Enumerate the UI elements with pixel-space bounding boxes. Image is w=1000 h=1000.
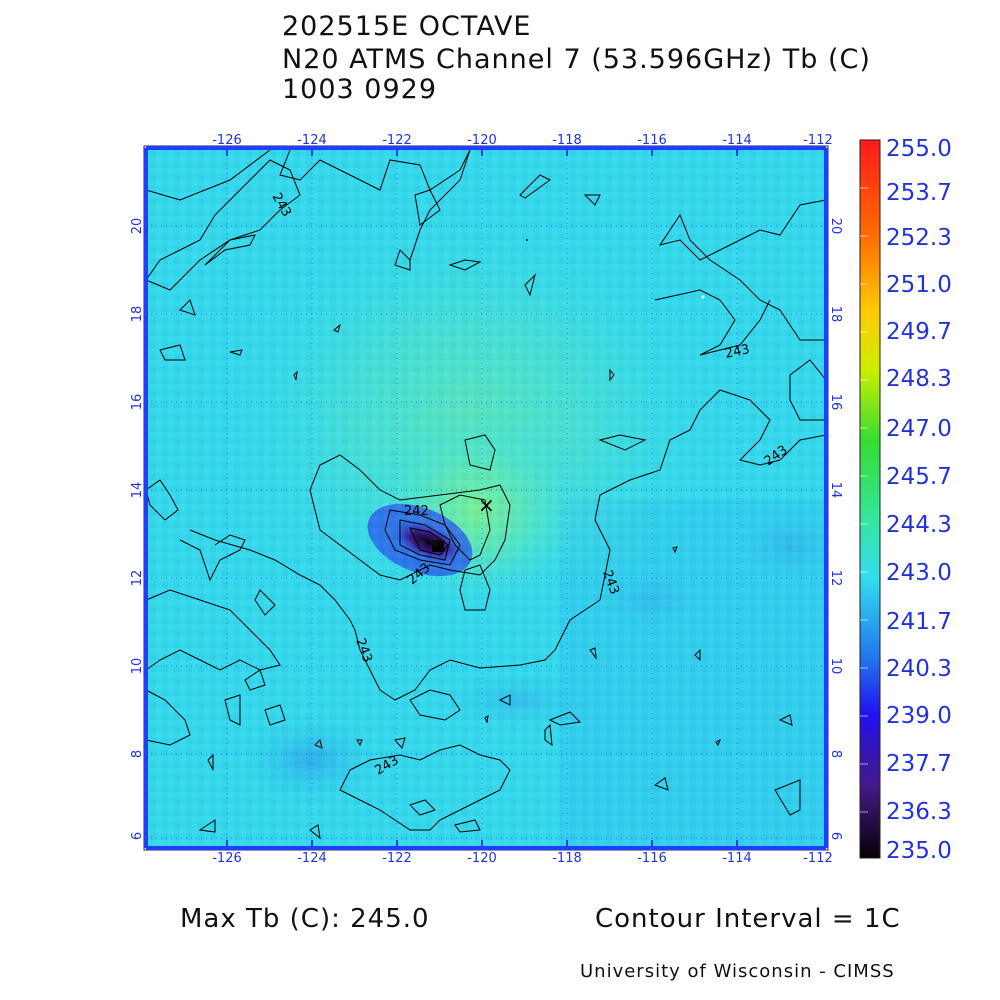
- lat-tick-label: 6: [828, 832, 843, 840]
- lon-tick-label: -116: [637, 851, 667, 866]
- colorbar-label: 237.7: [886, 751, 952, 777]
- lat-tick-label: 12: [828, 570, 843, 587]
- contour-interval-readout: Contour Interval = 1C: [595, 904, 901, 934]
- colorbar-label: 249.7: [886, 319, 952, 345]
- lat-tick-label: 8: [828, 750, 843, 758]
- map-plot-area: 243 243 243 242 243 243 243 243 ×: [146, 148, 826, 848]
- contour-label: 242: [404, 504, 429, 519]
- lon-tick-label: -118: [552, 851, 582, 866]
- colorbar-label: 243.0: [886, 560, 952, 586]
- lon-tick-label: -122: [382, 133, 412, 148]
- lon-tick-label: -126: [212, 133, 242, 148]
- lat-tick-label: 12: [130, 570, 145, 587]
- point-marker: [701, 295, 705, 299]
- colorbar-label: 248.3: [886, 366, 952, 392]
- colorbar-label: 251.0: [886, 272, 952, 298]
- lon-tick-label: -114: [722, 133, 752, 148]
- lon-labels-top: -126 -124 -122 -120 -118 -116 -114 -112: [212, 133, 833, 148]
- credit-text: University of Wisconsin - CIMSS: [580, 961, 895, 982]
- lon-tick-label: -120: [467, 851, 497, 866]
- colorbar-label: 236.3: [886, 799, 952, 825]
- point-marker: [526, 239, 528, 241]
- lon-tick-label: -124: [297, 133, 327, 148]
- colorbar-label: 244.3: [886, 512, 952, 538]
- lat-tick-label: 18: [828, 306, 843, 323]
- lat-tick-label: 16: [828, 394, 843, 411]
- frame-ticks: [226, 148, 738, 848]
- lat-tick-label: 20: [130, 218, 145, 235]
- lon-tick-label: -126: [212, 851, 242, 866]
- colorbar-label: 253.7: [886, 180, 952, 206]
- lon-tick-label: -124: [297, 851, 327, 866]
- lat-tick-label: 8: [130, 750, 145, 758]
- lon-tick-label: -122: [382, 851, 412, 866]
- lon-labels-bottom: -126 -124 -122 -120 -118 -116 -114 -112: [212, 851, 833, 866]
- lon-tick-label: -112: [803, 851, 833, 866]
- lon-tick-label: -118: [552, 133, 582, 148]
- colorbar-gradient: [859, 139, 881, 859]
- lon-tick-label: -112: [803, 133, 833, 148]
- contour-label: 243: [724, 342, 751, 362]
- lat-tick-label: 10: [828, 658, 843, 675]
- lon-tick-label: -114: [722, 851, 752, 866]
- colorbar-label: 239.0: [886, 703, 952, 729]
- lon-tick-label: -120: [467, 133, 497, 148]
- colorbar-label: 247.0: [886, 416, 952, 442]
- colorbar: 255.0 253.7 252.3 251.0 249.7 248.3 247.…: [859, 136, 952, 864]
- contour-lines: [146, 149, 826, 840]
- colorbar-label: 252.3: [886, 225, 952, 251]
- storm-center-marker: ×: [478, 493, 495, 517]
- colorbar-label: 235.0: [886, 838, 952, 864]
- lat-labels-left: 20 18 16 14 12 10 8 6: [130, 218, 145, 840]
- max-tb-readout: Max Tb (C): 245.0: [180, 904, 430, 934]
- title-datetime: 1003 0929: [282, 74, 438, 105]
- colorbar-label: 241.7: [886, 609, 952, 635]
- lat-tick-label: 20: [828, 218, 843, 235]
- title-sensor-channel: N20 ATMS Channel 7 (53.596GHz) Tb (C): [282, 44, 871, 75]
- lat-tick-label: 16: [130, 394, 145, 411]
- title-storm-name: 202515E OCTAVE: [282, 11, 532, 42]
- colorbar-label: 255.0: [886, 136, 952, 162]
- lat-tick-label: 14: [130, 482, 145, 499]
- colorbar-label: 245.7: [886, 464, 952, 490]
- lat-tick-label: 10: [130, 658, 145, 675]
- colorbar-label: 240.3: [886, 656, 952, 682]
- lat-labels-right: 20 18 16 14 12 10 8 6: [828, 218, 843, 840]
- lat-tick-label: 6: [130, 832, 145, 840]
- pixel-texture: [146, 148, 826, 848]
- lat-tick-label: 18: [130, 306, 145, 323]
- colorbar-ticks: [860, 187, 868, 813]
- lat-tick-label: 14: [828, 482, 843, 499]
- lon-tick-label: -116: [637, 133, 667, 148]
